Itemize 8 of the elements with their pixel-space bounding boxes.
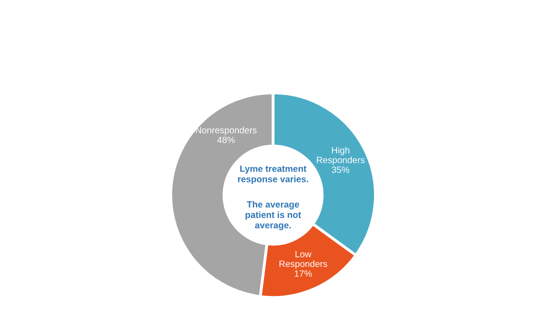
- text: Lyme treatment response varies.: [238, 166, 308, 184]
- slice-label: High Responders: [316, 146, 365, 165]
- text: The average patient is not average.: [246, 200, 302, 230]
- data-label: 35%: [332, 166, 350, 173]
- slice-label: Nonresponders: [196, 126, 257, 136]
- data-label: 17%: [294, 270, 312, 277]
- data-label: 48%: [217, 136, 235, 144]
- slice-label: Low Responders: [280, 251, 328, 269]
